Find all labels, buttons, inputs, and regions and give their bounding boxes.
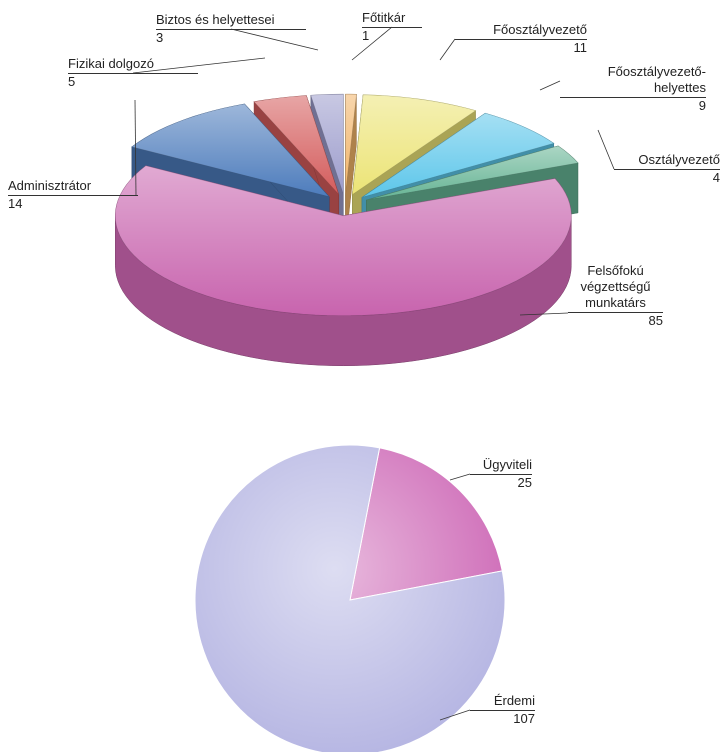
label-name: Biztos és helyettesei [156,12,306,30]
slice-shine [361,113,554,198]
slice-label: Felsőfokú végzettségű munkatárs 85 [568,263,663,329]
slice-label: Főosztályvezető-helyettes 9 [560,64,706,114]
slice-label: Főosztályvezető 11 [455,22,587,56]
label-value: 1 [362,28,370,43]
label-value: 14 [8,196,23,211]
label-value: 11 [573,40,588,55]
leader-line [449,473,471,481]
slice-shine [345,94,357,195]
label-name: Felsőfokú végzettségű munkatárs [568,263,663,313]
label-name: Fizikai dolgozó [68,56,198,74]
leader-line [351,26,393,61]
slice-label: Főtitkár 1 [362,10,422,44]
slice-shine [254,95,339,195]
slice-label: Adminisztrátor 14 [8,178,138,212]
leader-line [230,28,319,51]
label-value: 5 [68,74,76,89]
leader-line [134,99,137,196]
label-value: 85 [648,313,663,328]
label-value: 25 [517,475,532,490]
label-value: 3 [156,30,164,45]
slice-shine [352,94,476,195]
leader-line [439,38,456,61]
slice-label: Biztos és helyettesei 3 [156,12,306,46]
label-name: Érdemi [470,693,535,711]
label-name: Ügyviteli [470,457,532,475]
leader-line [132,57,266,74]
label-value: 9 [698,98,706,113]
slice-shine [366,145,578,201]
slice-shine [310,94,344,195]
label-value: 4 [712,170,720,185]
label-name: Osztályvezető [614,152,720,170]
label-value: 107 [513,711,535,726]
leader-line [519,312,569,316]
label-name: Főosztályvezető-helyettes [560,64,706,98]
slice-label: Érdemi 107 [470,693,535,727]
leader-line [539,80,561,91]
pie-shine [195,445,505,752]
slice-label: Ügyviteli 25 [470,457,532,491]
slice-label: Fizikai dolgozó 5 [68,56,198,90]
label-name: Adminisztrátor [8,178,138,196]
slice-label: Osztályvezető 4 [614,152,720,186]
leader-line [597,129,615,170]
label-name: Főtitkár [362,10,422,28]
slice-shine [115,165,572,316]
slice-shine [131,104,330,197]
label-name: Főosztályvezető [455,22,587,40]
